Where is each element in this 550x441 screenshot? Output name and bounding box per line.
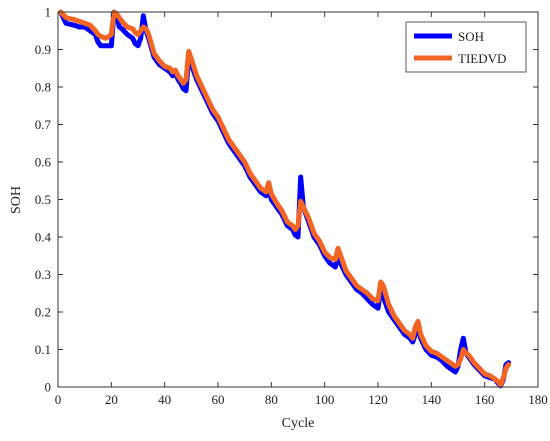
series-layer — [58, 9, 512, 389]
y-tick-label: 0.3 — [35, 267, 51, 282]
axis-ticks — [57, 11, 539, 388]
y-tick-label: 0.8 — [35, 80, 51, 95]
y-tick-label: 0 — [45, 380, 52, 395]
y-tick-label: 0.1 — [35, 342, 51, 357]
y-axis-title: SOH — [9, 186, 24, 214]
tick-labels: 0 20 40 60 80 100 120 140 160 180 0 0.1 0.2 0.3 0.4 0.5… — [35, 5, 548, 408]
legend-box — [405, 21, 527, 73]
y-tick-label: 0.4 — [35, 230, 52, 245]
x-tick-label: 180 — [528, 392, 548, 407]
x-tick-label: 0 — [55, 392, 62, 407]
x-tick-label: 140 — [422, 392, 442, 407]
y-tick-label: 0.6 — [35, 155, 52, 170]
x-tick-label: 40 — [158, 392, 171, 407]
x-tick-label: 60 — [212, 392, 225, 407]
x-tick-label: 80 — [265, 392, 278, 407]
y-tick-label: 0.9 — [35, 42, 51, 57]
legend-label-tiedvd: TIEDVD — [458, 51, 506, 66]
legend-label-soh: SOH — [458, 29, 484, 44]
y-tick-label: 0.5 — [35, 192, 51, 207]
y-tick-label: 0.2 — [35, 305, 51, 320]
series-line-soh — [58, 9, 512, 389]
x-tick-label: 100 — [315, 392, 335, 407]
x-tick-label: 20 — [105, 392, 118, 407]
x-tick-label: 120 — [368, 392, 388, 407]
x-tick-label: 160 — [475, 392, 495, 407]
series-line-tiedvd — [58, 9, 512, 388]
y-tick-label: 1 — [45, 5, 52, 20]
legend: SOH TIEDVD — [405, 21, 527, 73]
y-tick-label: 0.7 — [35, 117, 52, 132]
x-axis-title: Cycle — [282, 416, 315, 431]
